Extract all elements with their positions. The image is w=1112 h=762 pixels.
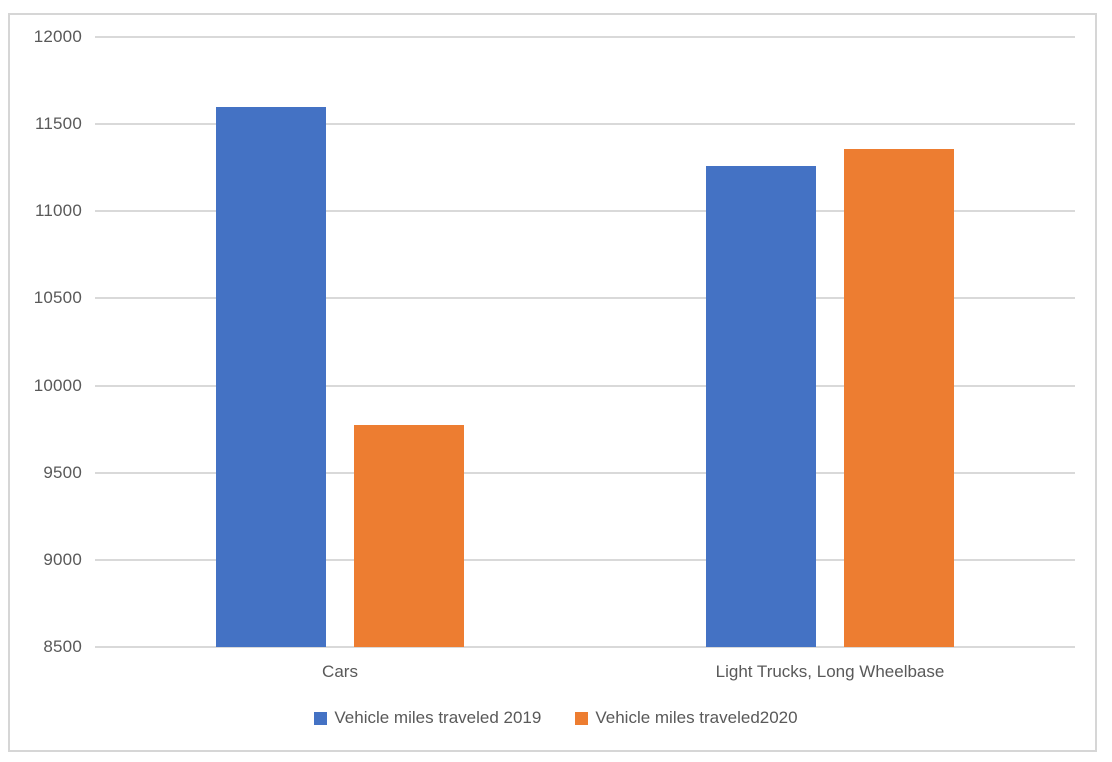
gridline (95, 297, 1075, 300)
legend: Vehicle miles traveled 2019 Vehicle miles… (0, 707, 1112, 729)
legend-swatch-icon (314, 711, 328, 725)
gridline (95, 646, 1075, 648)
plot-area (95, 36, 1075, 648)
gridline (95, 210, 1075, 213)
y-tick-label: 8500 (43, 637, 82, 656)
gridline (95, 384, 1075, 387)
legend-label: Vehicle miles traveled2020 (595, 708, 798, 727)
y-tick-label: 11500 (34, 114, 82, 134)
y-tick-label: 10500 (33, 288, 82, 308)
category-label: Cars (322, 662, 358, 681)
y-tick-label: 12000 (33, 27, 82, 46)
y-tick-label: 9500 (43, 462, 82, 482)
legend-swatch-icon (575, 711, 589, 725)
category-label: Light Trucks, Long Wheelbase (715, 662, 945, 681)
gridline (95, 123, 1075, 126)
bar (354, 424, 464, 647)
bar (844, 149, 954, 647)
legend-label: Vehicle miles traveled 2019 (334, 708, 542, 727)
y-tick-label: 9000 (43, 549, 82, 569)
gridline (95, 471, 1075, 474)
gridline (95, 558, 1075, 561)
legend-item: Vehicle miles traveled2020 (575, 707, 798, 729)
bar (216, 106, 326, 647)
y-tick-label: 10000 (33, 375, 82, 395)
bar (706, 165, 816, 647)
legend-item: Vehicle miles traveled 2019 (314, 707, 541, 729)
y-tick-label: 11000 (34, 201, 82, 221)
gridline (95, 36, 1075, 38)
